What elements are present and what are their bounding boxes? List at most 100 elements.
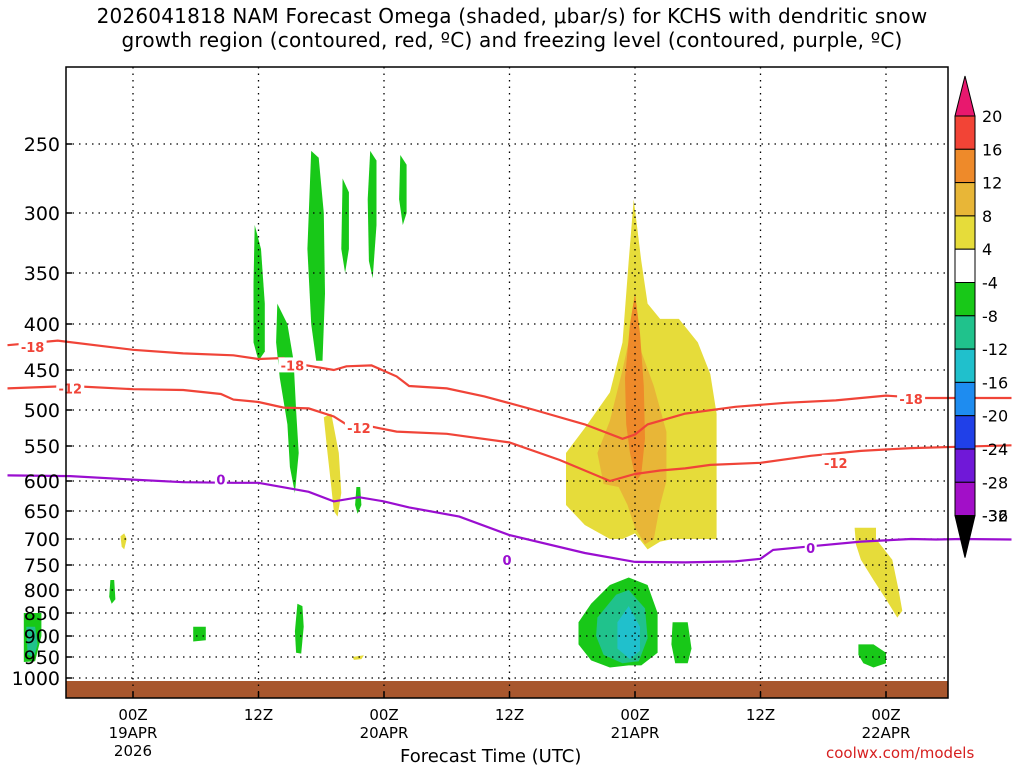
colorbar-label-4: 4 [982,240,992,259]
contour-label-1-2: -12 [824,457,848,472]
contour-label-bg-1-0 [56,380,85,396]
omega-region-minus8-10 [193,626,206,642]
colorbar-label-6: -8 [982,307,998,326]
y-tick-label-600: 600 [24,471,60,493]
y-tick-label-800: 800 [24,580,60,602]
x-tick-label-20-0: 00Z [369,706,398,724]
colorbar-label-5: -4 [982,274,998,293]
contour-label-bg-1-2 [821,454,850,470]
omega-region-plus12 [625,293,645,481]
grid-lines [66,67,948,698]
colorbar: 20 16 12 8 4 -4 -8 -12 -16 -20 -24 -28 -32-36 [954,75,1008,558]
omega-region-minus8-11 [294,603,304,654]
colorbar-swatch-10 [954,415,976,450]
contour-label-1-0: -12 [59,382,83,397]
colorbar-label-11: -28 [982,473,1008,492]
colorbar-top-arrow [954,75,976,117]
colorbar-label-10: -24 [982,440,1008,459]
colorbar-swatch-11 [954,448,976,483]
ground-band [66,681,948,698]
ground-surface [66,681,948,698]
y-tick-label-750: 750 [24,555,60,577]
chart-title-line-2: growth region (contoured, red, ºC) and f… [121,28,903,52]
colorbar-swatch-4 [954,215,976,250]
y-tick-label-1000: 1000 [12,668,60,690]
omega-region-minus8-9 [109,580,116,604]
y-tick-label-700: 700 [24,529,60,551]
contour-label-1-1: -12 [347,422,371,437]
colorbar-swatch-8 [954,348,976,383]
omega-region-minus8-3 [307,150,325,361]
colorbar-swatch-6 [954,282,976,317]
omega-region-small-3 [120,533,127,550]
colorbar-bottom-arrow [954,515,976,558]
contour-label-2-0: 0 [216,474,225,489]
contour-label-2-2: 0 [806,542,815,557]
plot-background [66,67,948,698]
x-tick-label-30-0: 12Z [495,706,524,724]
chart-title-line-1: 2026041818 NAM Forecast Omega (shaded, μ… [96,4,928,28]
omega-region-small-2 [854,527,903,618]
y-tick-label-500: 500 [24,400,60,422]
credit-text: coolwx.com/models [826,744,975,762]
colorbar-label-12: -32 [982,507,1008,526]
omega-region-minus8-13 [671,622,692,664]
x-tick-label-20-1: 20APR [360,724,409,742]
x-tick-label-60-0: 00Z [871,706,900,724]
x-tick-label-40-1: 21APR [611,724,660,742]
contour-label-bg-2-1 [500,551,513,567]
y-tick-label-400: 400 [24,314,60,336]
colorbar-label-3: 8 [982,207,992,226]
plot-frame [65,66,949,699]
colorbar-swatch-1 [954,115,976,150]
y-tick-label-550: 550 [24,436,60,458]
contour-label-bg-0-1 [278,357,307,373]
x-tick-label-40-0: 00Z [620,706,649,724]
x-axis-title: Forecast Time (UTC) [400,746,582,767]
omega-region-minus12-1 [26,626,38,657]
contour-label-2-1: 0 [502,554,511,569]
colorbar-label-13: -36 [982,507,1008,526]
colorbar-swatch-3 [954,182,976,217]
temperature-contours: -18 -18 -18 -12 -12 -12 0 0 0 [7,339,1012,569]
omega-shading [23,150,903,668]
colorbar-label-0: 20 [982,107,1002,126]
x-tick-label-0-0: 00Z [118,706,147,724]
y-tick-label-300: 300 [24,203,60,225]
colorbar-label-8: -16 [982,373,1008,392]
contour-label-bg-0-0 [18,339,47,354]
omega-region-minus8-14 [858,644,886,668]
colorbar-swatch-9 [954,381,976,417]
contour-label-bg-1-1 [344,420,373,435]
colorbar-label-1: 16 [982,140,1002,159]
y-tick-label-650: 650 [24,501,60,523]
plot-area [66,67,948,698]
omega-region-small-1 [323,413,342,517]
x-tick-label-0-2: 2026 [114,742,152,760]
y-tick-label-850: 850 [24,603,60,625]
contour-label-bg-0-2 [897,390,926,406]
omega-region-minus8-4 [341,178,349,273]
y-tick-label-950: 950 [24,647,60,669]
contour-label-bg-2-0 [214,471,227,487]
omega-region-minus8-1 [253,225,265,361]
colorbar-swatch-12 [954,481,976,517]
x-tick-label-0-1: 19APR [109,724,158,742]
omega-region-minus8-2 [276,303,299,493]
contour-line-0 [7,339,1012,440]
contour-label-0-1: -18 [281,359,305,374]
colorbar-swatch-2 [954,148,976,184]
omega-region-small-4 [352,655,364,660]
colorbar-swatch-5 [954,248,976,283]
colorbar-label-7: -12 [982,340,1008,359]
contour-label-bg-2-2 [804,539,817,555]
x-tick-label-50-0: 12Z [746,706,775,724]
y-tick-label-250: 250 [24,134,60,156]
contour-line-2 [7,474,1012,564]
x-tick-label-60-1: 22APR [862,724,911,742]
x-tick-label-10-0: 12Z [244,706,273,724]
contour-label-0-0: -18 [21,341,45,356]
colorbar-label-9: -20 [982,407,1008,426]
omega-region-minus8-5 [367,150,377,279]
